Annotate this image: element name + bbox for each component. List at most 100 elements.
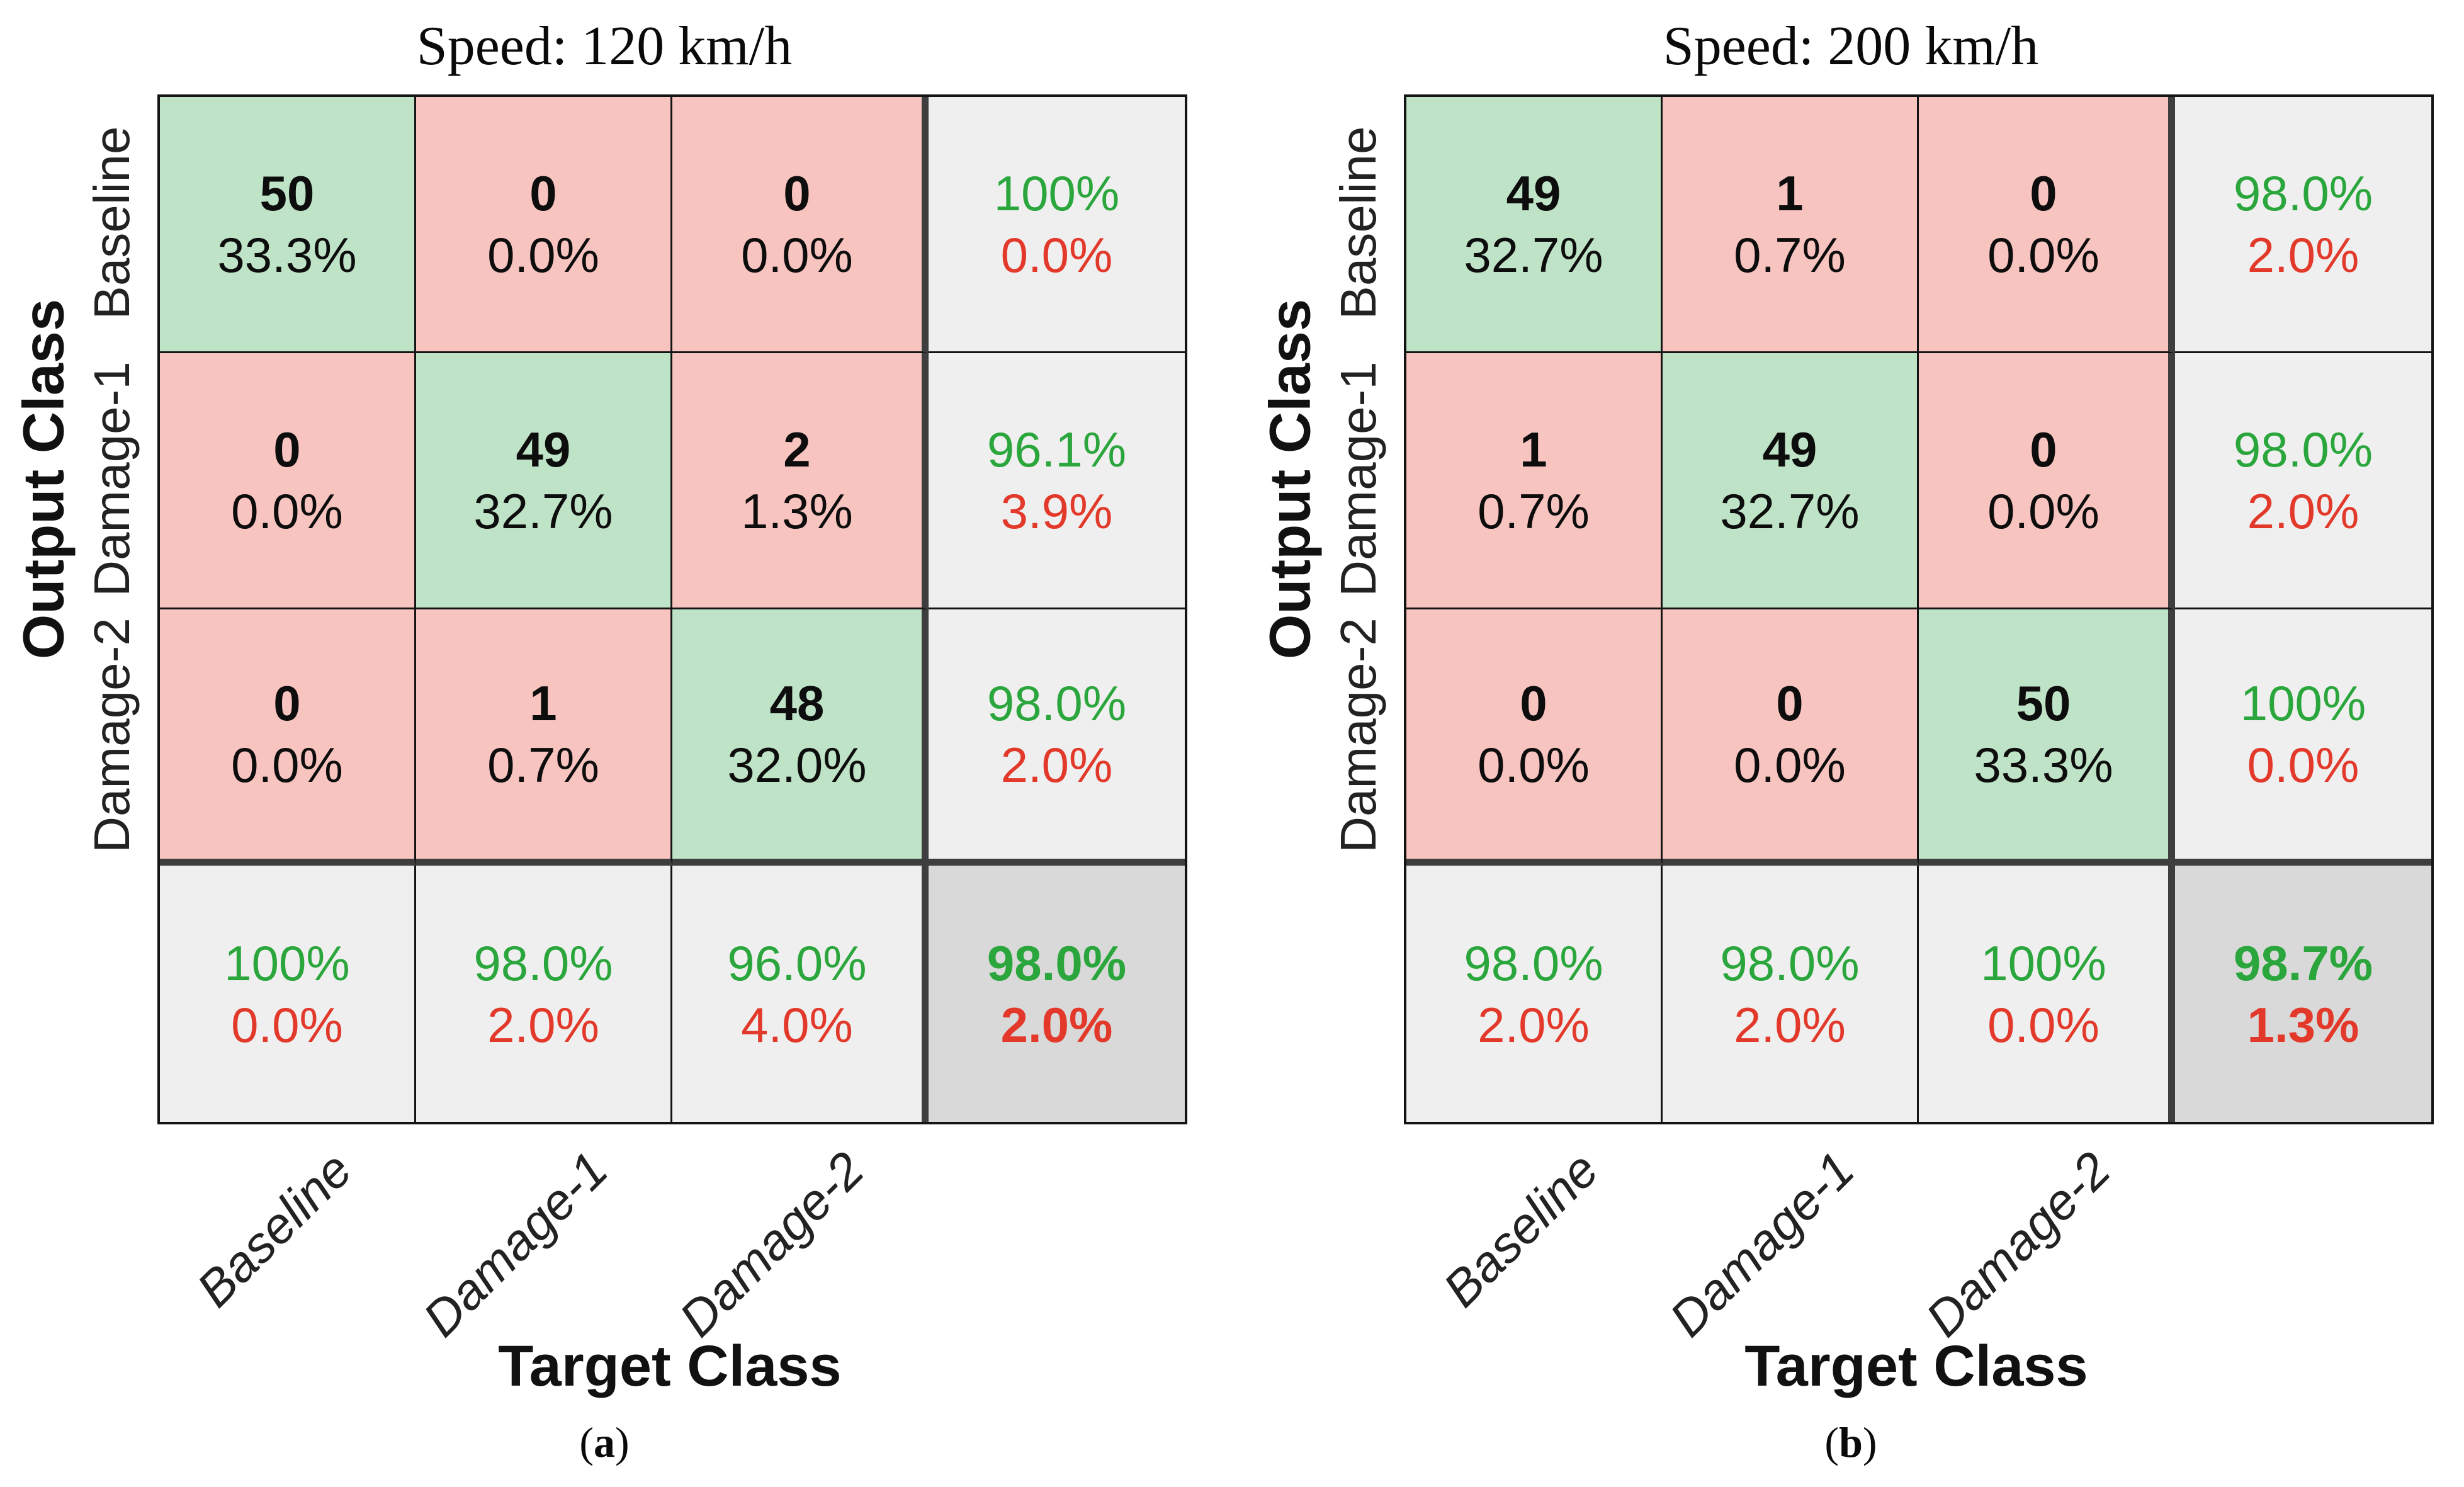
x-axis-label: Target Class bbox=[498, 1334, 842, 1398]
cell-count: 0 bbox=[2030, 166, 2057, 221]
caption-close-paren: ) bbox=[1862, 1418, 1877, 1466]
summary-negative-percent: 4.0% bbox=[741, 997, 853, 1053]
x-axis-label: Target Class bbox=[1744, 1334, 2088, 1398]
subfigure-caption: (b) bbox=[1824, 1418, 1877, 1467]
cell-percent: 32.7% bbox=[1464, 227, 1603, 283]
row-summary-baseline: 98.0% 2.0% bbox=[2175, 97, 2431, 353]
summary-negative-percent: 0.0% bbox=[1987, 997, 2099, 1053]
summary-negative-percent: 0.0% bbox=[231, 997, 343, 1053]
col-summary-baseline: 100% 0.0% bbox=[160, 866, 416, 1122]
cell-percent: 1.3% bbox=[741, 483, 853, 539]
row-summary-baseline: 100% 0.0% bbox=[929, 97, 1185, 353]
col-summary-baseline: 98.0% 2.0% bbox=[1406, 866, 1663, 1122]
summary-positive-percent: 100% bbox=[2240, 676, 2366, 731]
cell-output-baseline-target-baseline: 49 32.7% bbox=[1406, 97, 1663, 353]
x-tick-damage-2: Damage-2 bbox=[1915, 1141, 2122, 1347]
y-axis-label: Output Class bbox=[1258, 298, 1323, 659]
col-summary-damage-2: 96.0% 4.0% bbox=[672, 866, 929, 1122]
summary-negative-percent: 2.0% bbox=[487, 997, 599, 1053]
cell-count: 0 bbox=[783, 166, 811, 221]
cell-percent: 0.0% bbox=[231, 483, 343, 539]
cell-count: 0 bbox=[2030, 422, 2057, 477]
cell-percent: 0.0% bbox=[1734, 737, 1846, 793]
cell-output-baseline-target-damage-2: 0 0.0% bbox=[672, 97, 929, 353]
cell-count: 48 bbox=[769, 676, 825, 731]
cell-output-damage-1-target-damage-1: 49 32.7% bbox=[1663, 353, 1919, 609]
overall-positive-percent: 98.7% bbox=[2233, 935, 2373, 991]
cell-percent: 33.3% bbox=[1974, 737, 2113, 793]
row-summary-damage-1: 96.1% 3.9% bbox=[929, 353, 1185, 609]
cell-percent: 0.0% bbox=[487, 227, 599, 283]
cell-output-damage-1-target-damage-2: 2 1.3% bbox=[672, 353, 929, 609]
panel-title: Speed: 120 km/h bbox=[416, 16, 793, 77]
cell-output-damage-2-target-baseline: 0 0.0% bbox=[160, 609, 416, 866]
x-tick-baseline: Baseline bbox=[1432, 1141, 1609, 1318]
panel-title: Speed: 200 km/h bbox=[1663, 16, 2039, 77]
cell-count: 50 bbox=[259, 166, 315, 221]
summary-positive-percent: 98.0% bbox=[1720, 935, 1860, 991]
summary-positive-percent: 98.0% bbox=[2233, 166, 2373, 221]
overall-accuracy: 98.0% 2.0% bbox=[929, 866, 1185, 1122]
col-summary-damage-1: 98.0% 2.0% bbox=[1663, 866, 1919, 1122]
cell-count: 49 bbox=[1762, 422, 1817, 477]
confusion-matrix-grid: 49 32.7% 1 0.7% 0 0.0% 98.0% 2.0% 1 0.7% 49 32.7% 0 0… bbox=[1404, 94, 2434, 1124]
col-summary-damage-1: 98.0% 2.0% bbox=[416, 866, 672, 1122]
cell-percent: 0.0% bbox=[231, 737, 343, 793]
caption-letter: b bbox=[1839, 1418, 1863, 1466]
row-summary-damage-1: 98.0% 2.0% bbox=[2175, 353, 2431, 609]
col-summary-damage-2: 100% 0.0% bbox=[1919, 866, 2175, 1122]
overall-positive-percent: 98.0% bbox=[986, 935, 1127, 991]
cell-percent: 0.0% bbox=[1987, 483, 2099, 539]
cell-output-damage-2-target-damage-1: 0 0.0% bbox=[1663, 609, 1919, 866]
cell-output-baseline-target-damage-2: 0 0.0% bbox=[1919, 97, 2175, 353]
cell-output-damage-1-target-damage-2: 0 0.0% bbox=[1919, 353, 2175, 609]
cell-output-damage-2-target-baseline: 0 0.0% bbox=[1406, 609, 1663, 866]
confusion-matrix-grid: 50 33.3% 0 0.0% 0 0.0% 100% 0.0% 0 0.0% 49 32.7% 2 1.… bbox=[157, 94, 1187, 1124]
summary-positive-percent: 100% bbox=[993, 166, 1120, 221]
cell-count: 49 bbox=[1506, 166, 1561, 221]
caption-letter: a bbox=[594, 1418, 615, 1466]
cell-count: 2 bbox=[783, 422, 811, 477]
summary-positive-percent: 100% bbox=[1981, 935, 2106, 991]
cell-percent: 0.7% bbox=[1734, 227, 1846, 283]
cell-output-damage-1-target-baseline: 1 0.7% bbox=[1406, 353, 1663, 609]
cell-percent: 32.0% bbox=[727, 737, 867, 793]
cell-count: 0 bbox=[1520, 676, 1547, 731]
overall-negative-percent: 1.3% bbox=[2247, 997, 2359, 1053]
overall-negative-percent: 2.0% bbox=[1000, 997, 1113, 1053]
summary-negative-percent: 2.0% bbox=[2247, 227, 2359, 283]
cell-count: 1 bbox=[1776, 166, 1804, 221]
cell-percent: 0.7% bbox=[487, 737, 599, 793]
row-summary-damage-2: 100% 0.0% bbox=[2175, 609, 2431, 866]
y-tick-damage-1: Damage-1 bbox=[1330, 361, 1386, 597]
subfigure-caption: (a) bbox=[579, 1418, 629, 1467]
cell-count: 0 bbox=[529, 166, 557, 221]
summary-negative-percent: 0.0% bbox=[1000, 227, 1113, 283]
summary-positive-percent: 98.0% bbox=[1464, 935, 1603, 991]
cell-output-damage-2-target-damage-1: 1 0.7% bbox=[416, 609, 672, 866]
cell-output-baseline-target-baseline: 50 33.3% bbox=[160, 97, 416, 353]
summary-negative-percent: 3.9% bbox=[1000, 483, 1113, 539]
cell-count: 0 bbox=[1776, 676, 1804, 731]
y-tick-damage-2: Damage-2 bbox=[1330, 617, 1386, 853]
caption-close-paren: ) bbox=[615, 1418, 630, 1466]
cell-output-baseline-target-damage-1: 0 0.0% bbox=[416, 97, 672, 353]
summary-negative-percent: 2.0% bbox=[1734, 997, 1846, 1053]
cell-count: 1 bbox=[1520, 422, 1547, 477]
cell-count: 49 bbox=[516, 422, 571, 477]
row-summary-damage-2: 98.0% 2.0% bbox=[929, 609, 1185, 866]
cell-output-damage-2-target-damage-2: 50 33.3% bbox=[1919, 609, 2175, 866]
y-tick-baseline: Baseline bbox=[1330, 126, 1386, 319]
summary-positive-percent: 98.0% bbox=[473, 935, 613, 991]
summary-positive-percent: 96.0% bbox=[727, 935, 867, 991]
cell-count: 0 bbox=[273, 422, 301, 477]
cell-output-damage-1-target-baseline: 0 0.0% bbox=[160, 353, 416, 609]
cell-count: 1 bbox=[529, 676, 557, 731]
summary-positive-percent: 98.0% bbox=[2233, 422, 2373, 477]
cell-percent: 0.0% bbox=[741, 227, 853, 283]
summary-negative-percent: 0.0% bbox=[2247, 737, 2359, 793]
cell-percent: 33.3% bbox=[217, 227, 357, 283]
cell-count: 50 bbox=[2016, 676, 2071, 731]
